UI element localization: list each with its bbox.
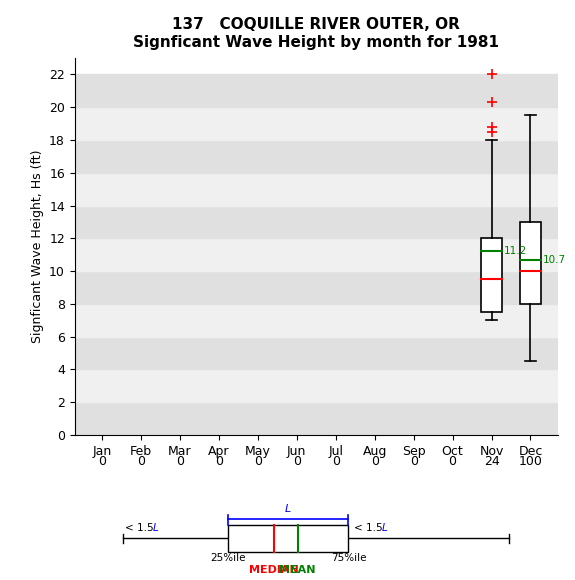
- Text: L: L: [152, 523, 158, 532]
- Bar: [75, 173, 558, 205]
- Text: 0: 0: [98, 455, 106, 468]
- Bar: [75, 369, 558, 402]
- Text: < 1.5: < 1.5: [125, 523, 157, 532]
- Text: MEDIAN: MEDIAN: [249, 565, 298, 575]
- Text: < 1.5: < 1.5: [354, 523, 386, 532]
- Title: 137   COQUILLE RIVER OUTER, OR
Signficant Wave Height by month for 1981: 137 COQUILLE RIVER OUTER, OR Signficant …: [133, 17, 499, 50]
- Bar: [75, 336, 558, 369]
- Text: 11.2: 11.2: [504, 246, 527, 256]
- Bar: [481, 238, 502, 312]
- Bar: [75, 74, 558, 107]
- Bar: [75, 271, 558, 304]
- Text: 24: 24: [484, 455, 500, 468]
- Text: 75%ile: 75%ile: [331, 553, 366, 563]
- Text: 100: 100: [519, 455, 542, 468]
- Text: 0: 0: [176, 455, 184, 468]
- Text: MEAN: MEAN: [279, 565, 316, 575]
- Text: 0: 0: [254, 455, 262, 468]
- Text: 0: 0: [293, 455, 301, 468]
- Bar: [520, 222, 541, 304]
- Text: 0: 0: [332, 455, 340, 468]
- Bar: [228, 525, 348, 552]
- Bar: [75, 107, 558, 140]
- Y-axis label: Signficant Wave Height, Hs (ft): Signficant Wave Height, Hs (ft): [30, 150, 44, 343]
- Text: L: L: [382, 523, 388, 532]
- Bar: [75, 140, 558, 173]
- Text: 25%ile: 25%ile: [210, 553, 246, 563]
- Bar: [75, 205, 558, 238]
- Bar: [75, 304, 558, 336]
- Text: 0: 0: [409, 455, 417, 468]
- Text: 0: 0: [371, 455, 379, 468]
- Bar: [75, 238, 558, 271]
- Text: 10.7: 10.7: [543, 255, 566, 264]
- Text: 0: 0: [448, 455, 457, 468]
- Text: 0: 0: [137, 455, 145, 468]
- Bar: [75, 402, 558, 435]
- Text: L: L: [285, 504, 291, 514]
- Text: 0: 0: [215, 455, 223, 468]
